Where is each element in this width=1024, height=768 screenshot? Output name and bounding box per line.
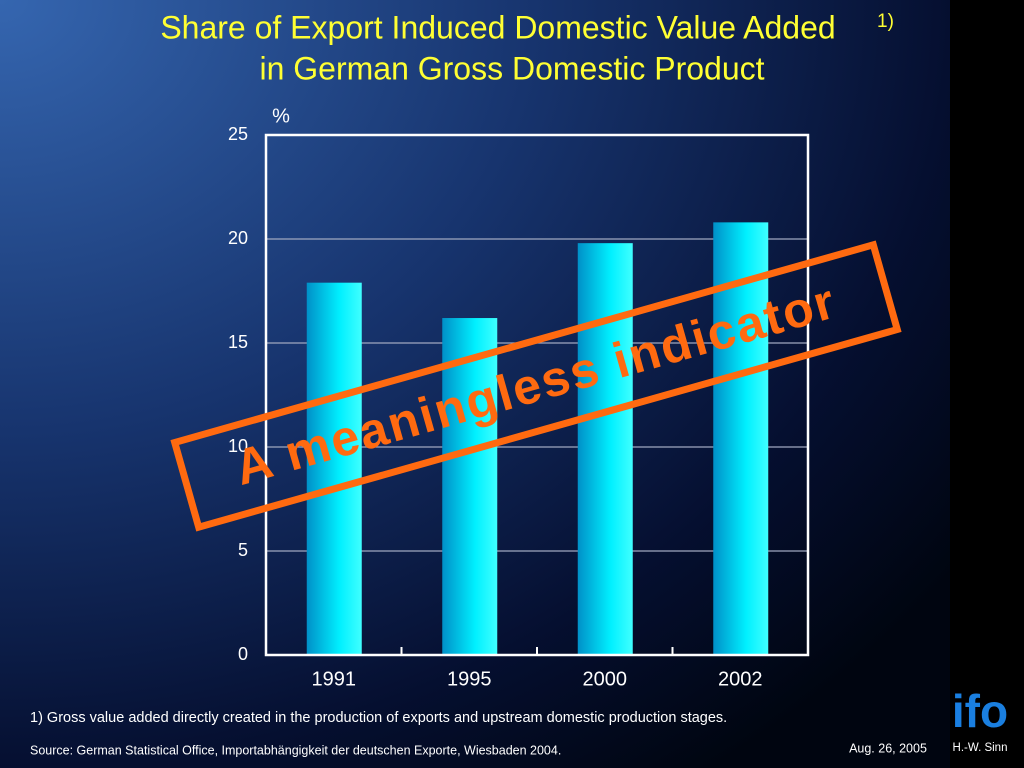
bar — [577, 243, 633, 655]
y-axis-label: % — [272, 105, 290, 127]
footnote: 1) Gross value added directly created in… — [30, 710, 727, 726]
y-tick-label: 5 — [238, 540, 248, 560]
bar — [306, 282, 362, 655]
y-tick-label: 25 — [228, 124, 248, 144]
x-tick-label: 2000 — [583, 668, 628, 690]
x-tick-label: 2002 — [718, 668, 763, 690]
author: H.-W. Sinn — [953, 742, 1008, 754]
logo: ifo — [952, 685, 1008, 737]
chart-subtitle: in German Gross Domestic Product — [259, 50, 764, 86]
y-tick-label: 15 — [228, 332, 248, 352]
source: Source: German Statistical Office, Impor… — [30, 743, 561, 757]
chart-title: Share of Export Induced Domestic Value A… — [160, 9, 835, 45]
date: Aug. 26, 2005 — [849, 741, 927, 755]
y-tick-label: 20 — [228, 228, 248, 248]
x-tick-label: 1991 — [312, 668, 357, 690]
x-tick-label: 1995 — [447, 668, 492, 690]
bar — [442, 318, 498, 655]
bar — [713, 222, 769, 656]
stamp-frame — [170, 240, 902, 532]
y-tick-label: 10 — [228, 436, 248, 456]
y-tick-label: 0 — [238, 644, 248, 664]
side-strip — [950, 0, 1024, 768]
title-note: 1) — [877, 11, 894, 32]
plot-frame — [264, 133, 810, 657]
